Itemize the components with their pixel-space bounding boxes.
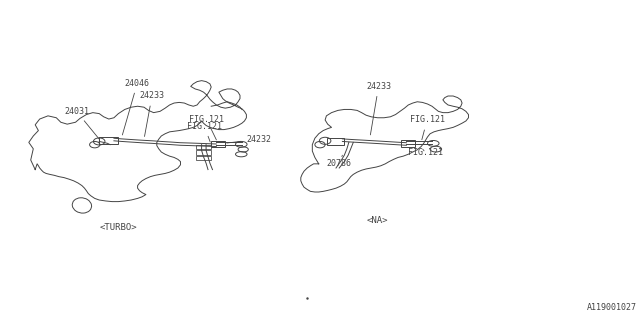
Text: 24233: 24233 bbox=[140, 92, 164, 136]
Text: <NA>: <NA> bbox=[367, 216, 388, 225]
Text: 24031: 24031 bbox=[64, 107, 99, 139]
FancyBboxPatch shape bbox=[327, 138, 344, 145]
Text: 20786: 20786 bbox=[326, 155, 351, 168]
Text: 24232: 24232 bbox=[227, 135, 271, 144]
Text: FIG.121: FIG.121 bbox=[189, 115, 224, 140]
FancyBboxPatch shape bbox=[401, 140, 415, 147]
FancyBboxPatch shape bbox=[196, 156, 211, 160]
Text: A119001027: A119001027 bbox=[587, 303, 637, 312]
Text: 24046: 24046 bbox=[122, 79, 150, 135]
FancyBboxPatch shape bbox=[196, 145, 211, 149]
FancyBboxPatch shape bbox=[211, 141, 225, 147]
Text: FIG.121: FIG.121 bbox=[187, 122, 222, 142]
Text: <TURBO>: <TURBO> bbox=[100, 223, 137, 232]
FancyBboxPatch shape bbox=[196, 150, 211, 155]
Text: FIG.121: FIG.121 bbox=[408, 148, 444, 157]
FancyBboxPatch shape bbox=[99, 137, 118, 144]
Text: FIG.121: FIG.121 bbox=[410, 116, 445, 140]
Text: 24233: 24233 bbox=[366, 82, 391, 135]
